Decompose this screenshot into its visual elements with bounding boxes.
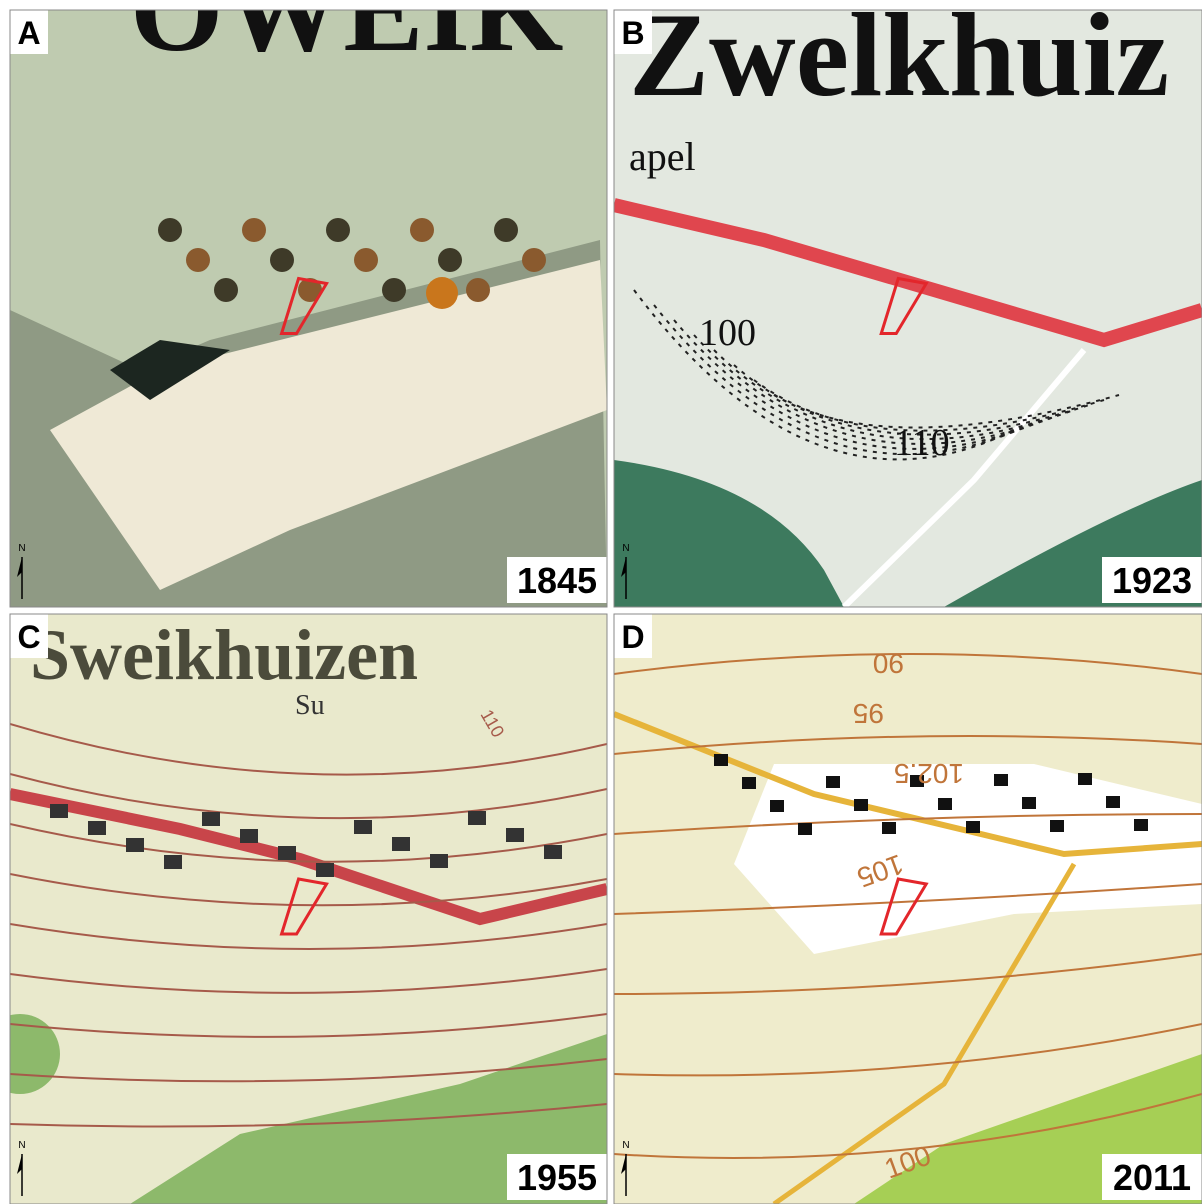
north-label: N — [622, 1140, 629, 1151]
map-label: 90 — [873, 648, 904, 679]
building — [88, 821, 106, 835]
building — [742, 777, 756, 789]
map-label: 102.5 — [894, 758, 964, 789]
map-panel: OWEIK N A 1845 — [10, 0, 607, 607]
map-label: OWEIK — [130, 0, 563, 76]
settlement — [410, 218, 434, 242]
building — [468, 811, 486, 825]
building — [506, 828, 524, 842]
map-panel: Zwelkhuiz apel 100 110 N B 1923 — [614, 0, 1202, 607]
panel-letter: B — [621, 15, 644, 51]
settlement — [158, 218, 182, 242]
building — [1050, 820, 1064, 832]
north-label: N — [18, 543, 25, 554]
map-label: Zwelkhuiz — [629, 0, 1169, 121]
settlement — [522, 248, 546, 272]
building — [278, 846, 296, 860]
map-label: Sweikhuizen — [30, 615, 418, 695]
north-label: N — [622, 543, 629, 554]
settlement — [354, 248, 378, 272]
map-content: OWEIK N — [10, 0, 607, 607]
building — [1078, 773, 1092, 785]
settlement — [270, 248, 294, 272]
year-label: 2011 — [1113, 1157, 1191, 1198]
building — [316, 863, 334, 877]
settlement — [466, 278, 490, 302]
year-label: 1845 — [517, 560, 597, 601]
map-label: apel — [629, 134, 696, 179]
building — [164, 855, 182, 869]
panel-letter: A — [17, 15, 40, 51]
map-label: 100 — [699, 312, 756, 354]
building — [714, 754, 728, 766]
map-figure: OWEIK N A 1845 Zwelkhuiz apel 100 110 N B 1923 Swei… — [0, 0, 1202, 1204]
building — [882, 822, 896, 834]
building — [826, 776, 840, 788]
year-label: 1955 — [517, 1157, 597, 1198]
building — [994, 774, 1008, 786]
year-label: 1923 — [1112, 560, 1192, 601]
map-label: Su — [295, 690, 325, 721]
building — [430, 854, 448, 868]
settlement — [214, 278, 238, 302]
north-label: N — [18, 1140, 25, 1151]
panel-letter: D — [621, 619, 644, 655]
building — [202, 812, 220, 826]
building — [1106, 796, 1120, 808]
building — [798, 823, 812, 835]
map-content: Zwelkhuiz apel 100 110 N — [614, 0, 1202, 607]
building — [1134, 819, 1148, 831]
building — [938, 798, 952, 810]
building — [392, 837, 410, 851]
map-label: 95 — [853, 698, 884, 729]
building — [126, 838, 144, 852]
building — [966, 821, 980, 833]
building — [1022, 797, 1036, 809]
building — [854, 799, 868, 811]
map-label: 110 — [894, 422, 950, 464]
settlement — [494, 218, 518, 242]
settlement — [382, 278, 406, 302]
settlement — [426, 277, 458, 309]
building — [770, 800, 784, 812]
panel-letter: C — [17, 619, 40, 655]
building — [240, 829, 258, 843]
building — [50, 804, 68, 818]
settlement — [186, 248, 210, 272]
settlement — [438, 248, 462, 272]
building — [544, 845, 562, 859]
building — [354, 820, 372, 834]
settlement — [242, 218, 266, 242]
settlement — [326, 218, 350, 242]
